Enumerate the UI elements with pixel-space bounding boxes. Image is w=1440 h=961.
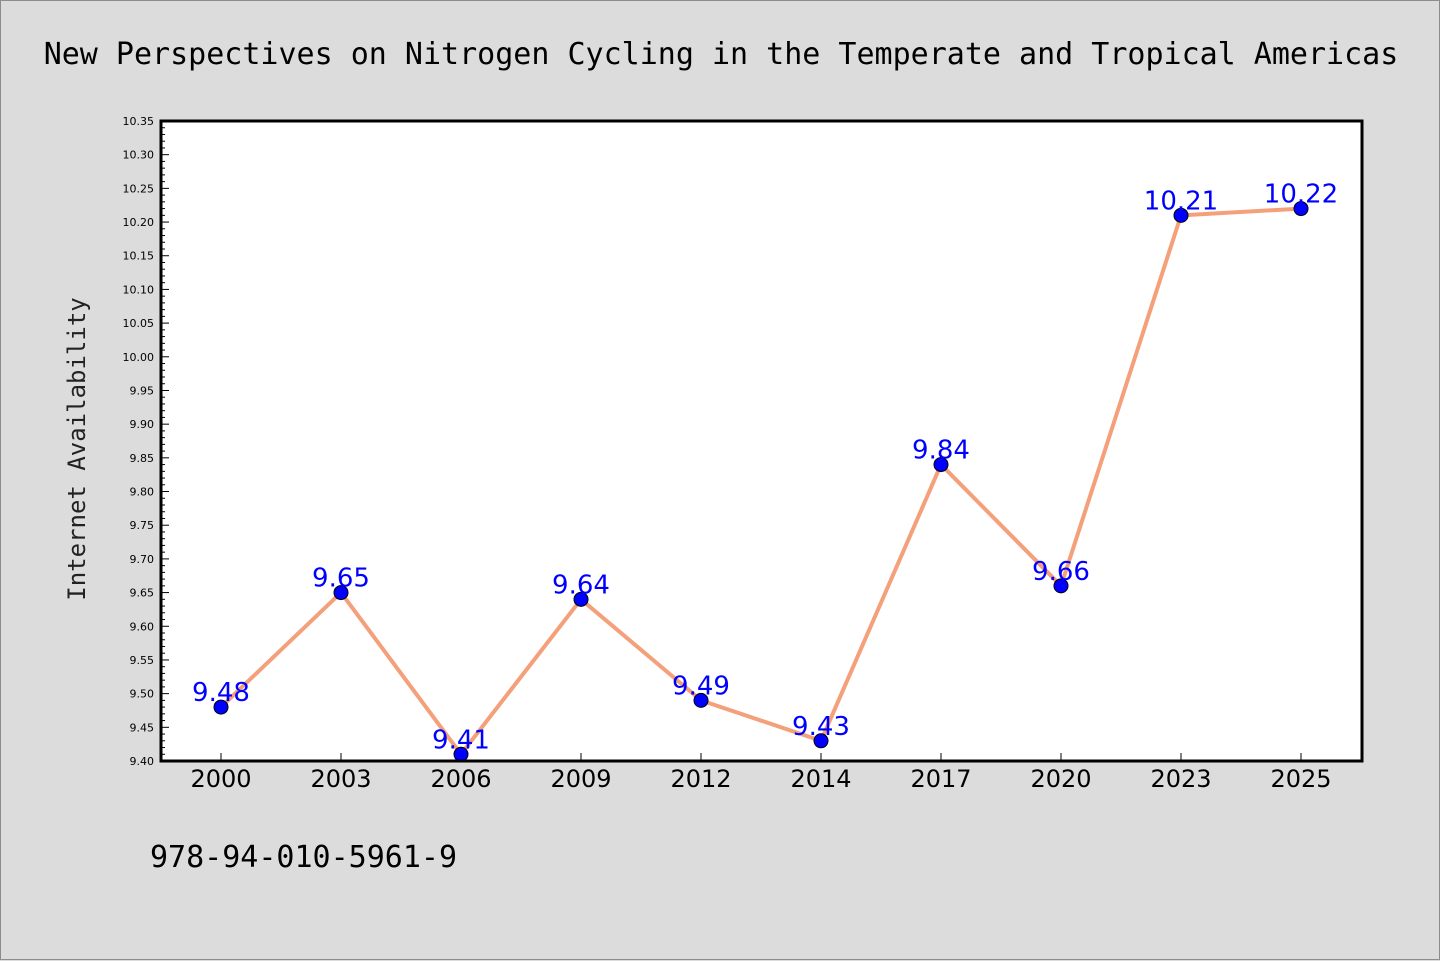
data-point	[333, 585, 349, 601]
x-tick-label: 2006	[430, 765, 491, 793]
isbn-text: 978-94-010-5961-9	[150, 840, 457, 875]
y-tick-label: 9.70	[130, 553, 155, 566]
y-tick-label: 10.35	[123, 115, 155, 128]
y-tick-label: 9.85	[130, 452, 155, 465]
data-label: 10.21	[1144, 186, 1218, 216]
y-tick-label: 9.45	[130, 721, 155, 734]
data-point	[1293, 201, 1309, 217]
x-axis-ticks: 2000 2003 2006 2009 2012 2014 2017 2020 2023 2025	[190, 753, 1332, 793]
data-label: 10.22	[1264, 180, 1338, 210]
y-tick-label: 10.20	[123, 216, 155, 229]
x-tick-label: 2012	[670, 765, 731, 793]
data-label: 9.66	[1032, 557, 1090, 587]
data-point	[813, 733, 829, 749]
y-tick-label: 9.90	[130, 418, 155, 431]
plot-border	[159, 119, 1364, 763]
y-tick-label: 9.60	[130, 620, 155, 633]
x-tick-label: 2017	[910, 765, 971, 793]
data-label: 9.49	[672, 671, 730, 701]
data-point	[693, 692, 709, 708]
data-label: 9.65	[312, 564, 370, 594]
data-point	[213, 699, 229, 715]
series-line	[219, 206, 1302, 757]
y-tick-label: 9.75	[130, 519, 155, 532]
data-label: 9.64	[552, 570, 610, 600]
chart-title: New Perspectives on Nitrogen Cycling in …	[44, 37, 1399, 72]
x-tick-label: 2014	[790, 765, 851, 793]
data-label: 9.84	[912, 436, 970, 466]
x-tick-label: 2000	[190, 765, 251, 793]
plot-area	[161, 121, 1362, 761]
y-tick-label: 10.05	[123, 317, 155, 330]
y-tick-label: 9.65	[130, 587, 155, 600]
x-tick-label: 2023	[1150, 765, 1211, 793]
y-axis-label: Internet Availability	[63, 297, 91, 600]
x-tick-label: 2025	[1270, 765, 1331, 793]
y-tick-label: 10.00	[123, 351, 155, 364]
data-point	[573, 591, 589, 607]
data-point	[1173, 207, 1189, 223]
data-labels: 9.48 9.65 9.41 9.64 9.49 9.43 9.84 9.66 10.21 10.…	[192, 180, 1338, 756]
data-label: 9.41	[432, 725, 490, 755]
data-point	[933, 457, 949, 473]
y-tick-label: 9.80	[130, 486, 155, 499]
x-tick-label: 2020	[1030, 765, 1091, 793]
y-tick-label: 9.40	[130, 755, 155, 768]
x-tick-label: 2003	[310, 765, 371, 793]
data-label: 9.48	[192, 678, 250, 708]
data-markers	[213, 201, 1309, 762]
y-tick-label: 9.95	[130, 384, 155, 397]
data-label: 9.43	[792, 712, 850, 742]
y-tick-label: 10.25	[123, 182, 155, 195]
y-tick-label: 9.50	[130, 688, 155, 701]
y-tick-label: 10.10	[123, 283, 155, 296]
y-tick-label: 10.15	[123, 250, 155, 263]
data-point	[1053, 578, 1069, 594]
y-tick-label: 9.55	[130, 654, 155, 667]
y-tick-label: 10.30	[123, 149, 155, 162]
y-axis-ticks: 9.40 9.45 9.50 9.55 9.60 9.65 9.70 9.75 9.80 9.85…	[123, 115, 169, 768]
x-tick-label: 2009	[550, 765, 611, 793]
series-line-group	[219, 206, 1302, 757]
